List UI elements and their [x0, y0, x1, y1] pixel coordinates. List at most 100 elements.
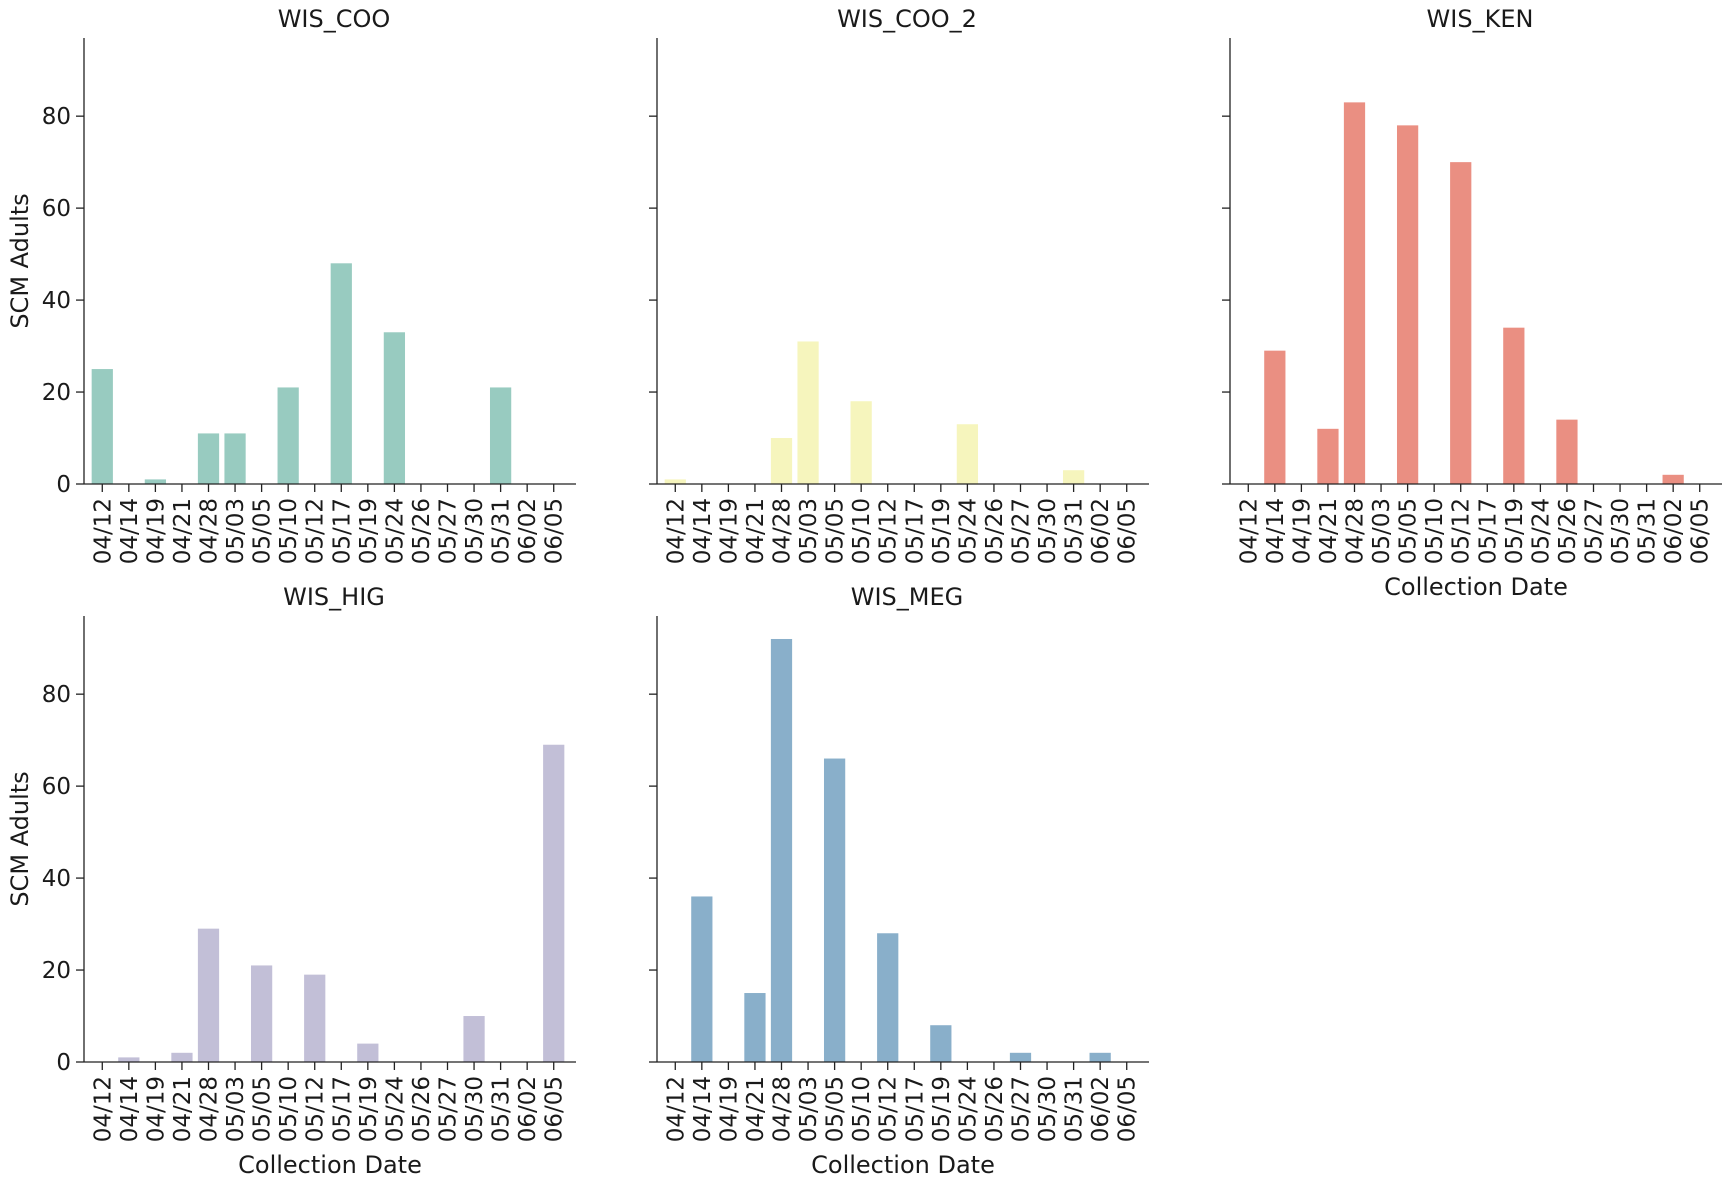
x-tick-label: 05/31	[489, 1076, 515, 1142]
x-tick-label: 05/27	[436, 1076, 462, 1142]
bar-05-05	[250, 965, 273, 1062]
y-tick-label: 40	[42, 866, 71, 892]
x-tick-label: 05/10	[849, 498, 875, 564]
x-tick-label: 06/02	[1088, 498, 1114, 564]
x-tick-label: 05/26	[982, 1076, 1008, 1142]
x-tick-label: 04/19	[1289, 498, 1315, 564]
x-tick-label: 05/27	[1009, 1076, 1035, 1142]
x-tick-label: 05/17	[1475, 498, 1501, 564]
bar-04-28	[770, 638, 793, 1062]
x-axis-label: Collection Date	[1384, 573, 1568, 601]
x-tick-label: 06/05	[542, 498, 568, 564]
x-tick-label: 05/24	[382, 498, 408, 564]
bar-06-02	[1662, 474, 1684, 484]
x-tick-label: 05/24	[382, 1076, 408, 1142]
x-tick-label: 04/14	[117, 498, 143, 564]
y-tick-label: 20	[42, 380, 71, 406]
bar-04-12	[664, 479, 686, 484]
x-tick-label: 05/03	[1369, 498, 1395, 564]
x-tick-label: 05/03	[796, 498, 822, 564]
y-tick-label: 80	[42, 682, 71, 708]
x-tick-label: 05/03	[223, 1076, 249, 1142]
x-tick-label: 05/31	[1062, 1076, 1088, 1142]
bar-04-28	[1343, 102, 1366, 485]
x-tick-label: 06/05	[542, 1076, 568, 1142]
x-tick-label: 05/26	[1555, 498, 1581, 564]
x-tick-label: 05/05	[823, 498, 849, 564]
y-tick-label: 40	[42, 288, 71, 314]
panel-title: WIS_HIG	[283, 583, 385, 611]
x-tick-label: 05/17	[902, 498, 928, 564]
x-tick-label: 04/12	[1236, 498, 1262, 564]
x-tick-label: 05/24	[1528, 498, 1554, 564]
bar-04-28	[197, 928, 220, 1062]
x-tick-label: 05/05	[250, 498, 276, 564]
x-tick-label: 05/12	[876, 498, 902, 564]
x-tick-label: 05/30	[1035, 1076, 1061, 1142]
bar-05-10	[850, 401, 872, 484]
x-tick-label: 06/02	[515, 1076, 541, 1142]
x-tick-label: 05/10	[849, 1076, 875, 1142]
x-tick-label: 04/12	[90, 498, 116, 564]
x-tick-label: 05/24	[955, 498, 981, 564]
x-tick-label: 06/05	[1115, 498, 1141, 564]
x-tick-label: 04/12	[90, 1076, 116, 1142]
panel-title: WIS_KEN	[1427, 5, 1534, 33]
x-tick-label: 04/14	[1263, 498, 1289, 564]
x-tick-label: 05/19	[929, 498, 955, 564]
x-axis-label: Collection Date	[811, 1151, 995, 1179]
bar-05-24	[383, 332, 406, 484]
x-tick-label: 04/28	[770, 498, 796, 564]
x-tick-label: 04/28	[770, 1076, 796, 1142]
x-tick-label: 04/19	[716, 1076, 742, 1142]
x-tick-label: 05/30	[1035, 498, 1061, 564]
panel-title: WIS_COO	[278, 5, 391, 33]
bar-06-05	[543, 744, 565, 1062]
x-tick-label: 04/21	[170, 1076, 196, 1142]
x-tick-label: 05/03	[796, 1076, 822, 1142]
bar-05-10	[277, 387, 299, 484]
x-tick-label: 05/27	[1582, 498, 1608, 564]
x-tick-label: 05/12	[303, 498, 329, 564]
x-tick-label: 06/02	[1088, 1076, 1114, 1142]
bar-05-19	[930, 1025, 952, 1062]
y-tick-label: 60	[42, 196, 71, 222]
y-axis-label: SCM Adults	[6, 193, 34, 328]
x-tick-label: 05/17	[329, 1076, 355, 1142]
bar-05-03	[797, 341, 819, 484]
bar-05-31	[489, 387, 512, 484]
y-tick-label: 20	[42, 958, 71, 984]
x-tick-label: 05/19	[1502, 498, 1528, 564]
y-tick-label: 0	[56, 1050, 71, 1076]
bar-04-12	[91, 369, 113, 484]
bar-04-14	[118, 1057, 140, 1062]
x-tick-label: 05/26	[409, 498, 435, 564]
x-tick-label: 06/05	[1688, 498, 1714, 564]
x-tick-label: 04/19	[143, 1076, 169, 1142]
x-tick-label: 05/27	[436, 498, 462, 564]
x-tick-label: 05/10	[1422, 498, 1448, 564]
x-tick-label: 05/30	[462, 1076, 488, 1142]
x-tick-label: 05/31	[1062, 498, 1088, 564]
x-tick-label: 04/19	[716, 498, 742, 564]
x-tick-label: 05/31	[1635, 498, 1661, 564]
bar-05-26	[1556, 419, 1578, 484]
x-tick-label: 05/30	[1608, 498, 1634, 564]
x-tick-label: 05/05	[823, 1076, 849, 1142]
x-tick-label: 05/12	[1449, 498, 1475, 564]
x-tick-label: 04/28	[197, 1076, 223, 1142]
x-tick-label: 05/31	[489, 498, 515, 564]
bar-04-21	[744, 993, 766, 1062]
y-tick-label: 0	[56, 472, 71, 498]
bar-05-19	[1503, 327, 1525, 484]
x-tick-label: 05/12	[303, 1076, 329, 1142]
x-tick-label: 04/21	[743, 498, 769, 564]
x-tick-label: 04/28	[197, 498, 223, 564]
panel-wis-hig: WIS_HIG 0 20 40 60 80 04/12 04/14 04/19 04/21 04/2…	[6, 583, 576, 1179]
bar-05-30	[463, 1016, 485, 1062]
bar-05-12	[877, 933, 899, 1062]
bar-05-31	[1062, 470, 1085, 484]
